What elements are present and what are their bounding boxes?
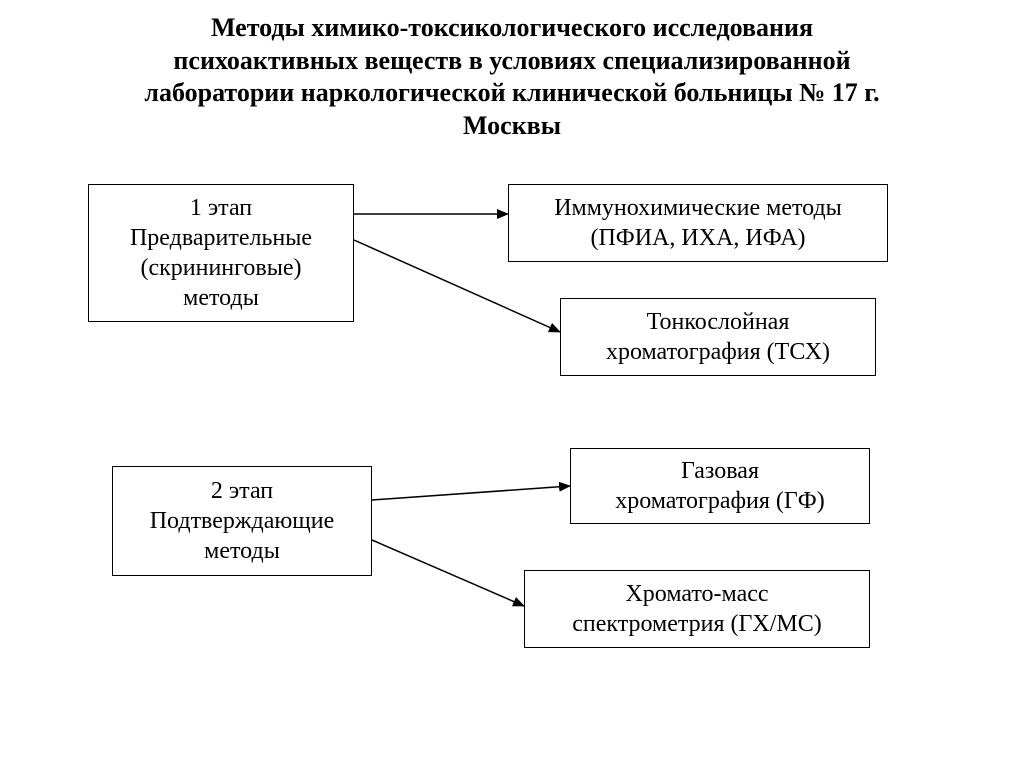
diagram-title: Методы химико-токсикологического исследо… <box>0 12 1024 142</box>
node-tlc: Тонкослойная хроматография (ТСХ) <box>560 298 876 376</box>
node-gcms: Хромато-масс спектрометрия (ГХ/МС) <box>524 570 870 648</box>
node-gas-chromatography: Газовая хроматография (ГФ) <box>570 448 870 524</box>
edge-stage2-to-gas <box>372 486 570 500</box>
node-stage2: 2 этап Подтверждающие методы <box>112 466 372 576</box>
node-immunochemical: Иммунохимические методы (ПФИА, ИХА, ИФА) <box>508 184 888 262</box>
node-stage1: 1 этап Предварительные (скрининговые) ме… <box>88 184 354 322</box>
diagram-canvas: Методы химико-токсикологического исследо… <box>0 0 1024 767</box>
edge-stage2-to-gcms <box>372 540 524 606</box>
